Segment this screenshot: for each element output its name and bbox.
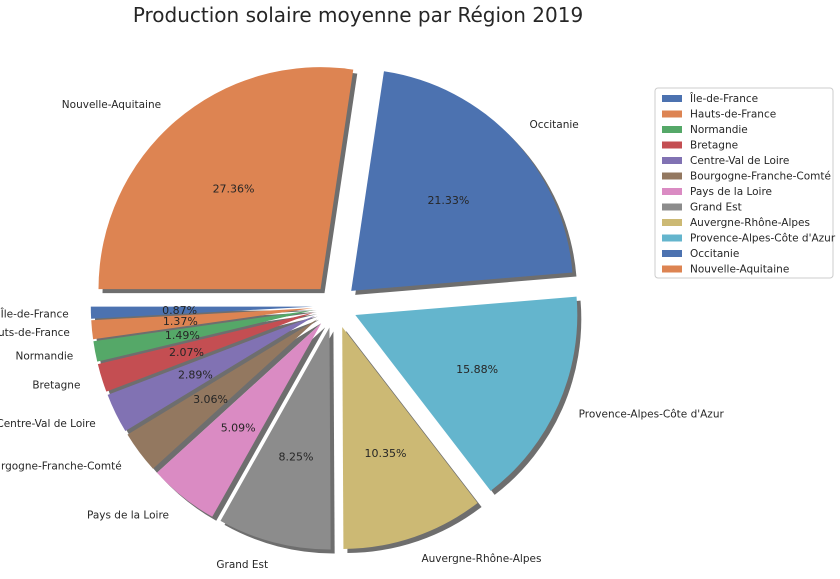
legend-swatch-auvergne-rhone-alpes (662, 219, 682, 226)
legend-label-nouvelle-aquitaine: Nouvelle-Aquitaine (690, 264, 789, 276)
legend-swatch-normandie (662, 126, 682, 133)
legend-swatch-nouvelle-aquitaine (662, 265, 682, 273)
pie-slice-provence-alpes-cote-d-azur (355, 296, 578, 491)
legend-label-normandie: Normandie (690, 124, 748, 136)
legend-swatch-ile-de-france (662, 95, 682, 102)
pie-slice-bourgogne-franche-comte (127, 319, 318, 469)
pie-slice-occitanie (351, 71, 573, 291)
pie-slice-bretagne (97, 312, 314, 392)
pie-slice-auvergne-rhone-alpes (342, 326, 478, 549)
slice-label-hauts-de-france: Hauts-de-France (0, 327, 70, 339)
slice-label-provence-alpes-cote-d-azur: Provence-Alpes-Côte d'Azur (579, 409, 725, 421)
percent-labels: 0.87%1.37%1.49% 2.07% 2.89% 3.06% 5.09% 8.25%… (162, 182, 498, 463)
slice-label-centre-val-de-loire: Centre-Val de Loire (0, 418, 96, 430)
percent-label-normandie: 1.49% (165, 329, 200, 342)
slice-label-bourgogne-franche-comte: Bourgogne-Franche-Comté (0, 461, 122, 473)
pie-slice-grand-est (220, 327, 331, 550)
legend-label-provence-alpes-cote-d-azur: Provence-Alpes-Côte d'Azur (690, 233, 836, 245)
legend-swatch-provence-alpes-cote-d-azur (662, 234, 682, 242)
slice-label-normandie: Normandie (15, 351, 73, 363)
legend-label-grand-est: Grand Est (690, 202, 742, 214)
legend-swatch-occitanie (662, 250, 682, 257)
pie-slice-ile-de-france (90, 306, 313, 319)
percent-label-nouvelle-aquitaine: 27.36% (213, 182, 255, 195)
slice-label-ile-de-france: Île-de-France (0, 307, 69, 320)
slice-labels: Île-de-France Hauts-de-France Normandie Bre… (0, 99, 724, 571)
pie-slice-hauts-de-france (91, 308, 313, 340)
pie-slices (90, 67, 578, 550)
legend-label-bretagne: Bretagne (690, 140, 738, 152)
legend-swatch-centre-val-de-loire (662, 157, 682, 164)
pie-slice-normandie (93, 310, 314, 362)
pie-slice-pays-de-la-loire (156, 323, 322, 517)
pie-slice-centre-val-de-loire (107, 315, 316, 432)
percent-label-provence-alpes-cote-d-azur: 15.88% (456, 363, 498, 376)
percent-label-bourgogne-franche-comte: 3.06% (193, 393, 228, 406)
legend: Île-de-France Hauts-de-France Normandie Bre… (654, 87, 836, 279)
percent-label-grand-est: 8.25% (279, 450, 314, 463)
legend-label-centre-val-de-loire: Centre-Val de Loire (690, 155, 789, 167)
slice-label-bretagne: Bretagne (32, 380, 80, 392)
legend-label-auvergne-rhone-alpes: Auvergne-Rhône-Alpes (690, 217, 810, 229)
percent-label-auvergne-rhone-alpes: 10.35% (364, 447, 406, 460)
percent-label-centre-val-de-loire: 2.89% (178, 368, 213, 381)
slice-label-occitanie: Occitanie (529, 119, 578, 131)
legend-swatch-bourgogne-franche-comte (662, 172, 682, 180)
percent-label-hauts-de-france: 1.37% (163, 315, 198, 328)
percent-label-ile-de-france: 0.87% (162, 304, 197, 317)
legend-label-bourgogne-franche-comte: Bourgogne-Franche-Comté (690, 171, 831, 183)
legend-swatch-bretagne (662, 141, 682, 149)
legend-label-occitanie: Occitanie (690, 248, 739, 260)
legend-label-ile-de-france: Île-de-France (689, 92, 758, 105)
percent-label-occitanie: 21.33% (427, 194, 469, 207)
legend-frame (654, 87, 834, 279)
legend-label-hauts-de-france: Hauts-de-France (690, 109, 776, 121)
slice-label-nouvelle-aquitaine: Nouvelle-Aquitaine (62, 99, 161, 111)
pie-slice-nouvelle-aquitaine (98, 67, 354, 290)
percent-label-pays-de-la-loire: 5.09% (221, 422, 256, 435)
legend-swatch-pays-de-la-loire (662, 188, 682, 195)
legend-swatch-hauts-de-france (662, 110, 682, 118)
slice-label-grand-est: Grand Est (216, 559, 268, 571)
legend-label-pays-de-la-loire: Pays de la Loire (690, 186, 772, 198)
chart-title: Production solaire moyenne par Région 20… (133, 3, 583, 27)
slice-label-auvergne-rhone-alpes: Auvergne-Rhône-Alpes (421, 553, 541, 565)
percent-label-bretagne: 2.07% (169, 346, 204, 359)
slice-label-pays-de-la-loire: Pays de la Loire (87, 509, 169, 521)
legend-swatch-grand-est (662, 203, 682, 211)
